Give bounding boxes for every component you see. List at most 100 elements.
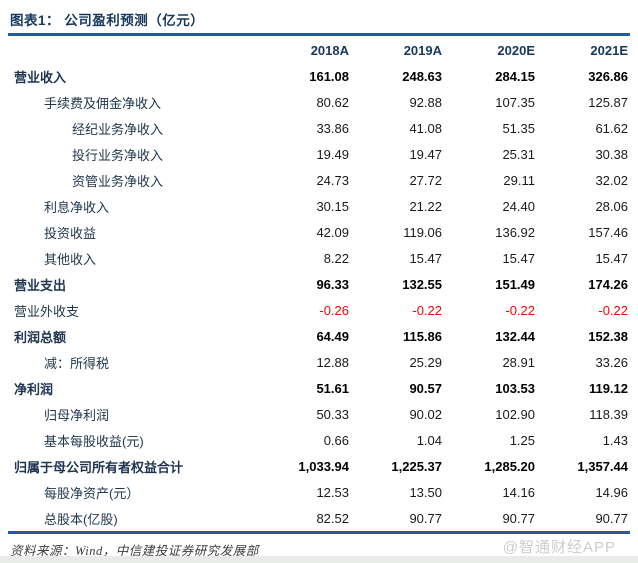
row-label: 每股净资产(元） [44,485,140,501]
table-row: 其他收入 8.22 15.47 15.47 15.47 [8,245,630,271]
row-label: 手续费及佣金净收入 [44,95,162,111]
table-row: 营业支出 96.33 132.55 151.49 174.26 [8,271,630,297]
row-label: 投资收益 [44,225,97,241]
cell-value: 30.15 [316,198,349,214]
table-row: 减：所得税 12.88 25.29 28.91 33.26 [8,349,630,375]
figure-title: 图表1： 公司盈利预测（亿元） [10,13,205,28]
table-row: 基本每股收益(元) 0.66 1.04 1.25 1.43 [8,427,630,453]
cell-value: 119.06 [403,224,442,240]
cell-value: 1.04 [416,432,442,448]
table-row: 净利润 51.61 90.57 103.53 119.12 [8,375,630,401]
cell-value: 41.08 [409,120,442,136]
cell-value: 33.86 [316,120,349,136]
cell-value: 174.26 [588,276,628,292]
cell-value: 19.49 [316,146,349,162]
cell-value: 284.15 [495,68,535,84]
cell-value: 14.96 [595,484,628,500]
table-row: 归属于母公司所有者权益合计 1,033.94 1,225.37 1,285.20 1,3… [8,453,630,479]
row-label: 资管业务净收入 [72,173,164,189]
cell-value: 15.47 [502,250,535,266]
forecast-table: 2018A 2019A 2020E 2021E 营业收入 161.08 248.63… [8,37,630,531]
cell-value: 13.50 [409,484,442,500]
row-label: 营业支出 [14,277,67,293]
row-label: 利润总额 [14,329,67,345]
cell-value: 132.44 [495,328,535,344]
cell-value: 248.63 [402,68,442,84]
cell-value: 107.35 [495,94,535,110]
cell-value: 29.11 [503,172,535,188]
table-row: 营业外收支 -0.26 -0.22 -0.22 -0.22 [8,297,630,323]
cell-value: 102.90 [495,406,535,422]
header-empty-cell [8,37,258,63]
cell-value: 80.62 [316,94,349,110]
cell-value: 161.08 [309,68,349,84]
cell-value: 152.38 [588,328,628,344]
cell-value: -0.22 [505,302,535,318]
table-header-row: 2018A 2019A 2020E 2021E [8,37,630,63]
cell-value: 119.12 [588,380,628,396]
column-header-2021e: 2021E [590,42,628,58]
figure-footer: 资料来源：Wind，中信建投证券研究发展部 @智通财经APP [8,534,630,560]
row-label: 归属于母公司所有者权益合计 [14,459,184,475]
cell-value: 1,033.94 [298,458,349,474]
table-row: 营业收入 161.08 248.63 284.15 326.86 [8,63,630,89]
row-label: 其他收入 [44,251,97,267]
column-header-2020e: 2020E [497,42,535,58]
row-label: 净利润 [14,381,54,397]
page-bottom-strip [0,556,638,563]
cell-value: 12.88 [316,354,349,370]
cell-value: 64.49 [316,328,349,344]
cell-value: 42.09 [316,224,349,240]
watermark-text: @智通财经APP [502,539,616,556]
cell-value: 1,285.20 [484,458,535,474]
table-row: 归母净利润 50.33 90.02 102.90 118.39 [8,401,630,427]
top-divider-line [8,33,630,36]
cell-value: 103.53 [495,380,535,396]
cell-value: 12.53 [316,484,349,500]
table-row: 利息净收入 30.15 21.22 24.40 28.06 [8,193,630,219]
cell-value: 90.77 [595,510,628,526]
table-row: 经纪业务净收入 33.86 41.08 51.35 61.62 [8,115,630,141]
cell-value: 115.86 [402,328,442,344]
cell-value: 15.47 [595,250,628,266]
cell-value: 1,357.44 [577,458,628,474]
cell-value: 14.16 [502,484,535,500]
cell-value: 90.57 [409,380,442,396]
cell-value: 24.73 [316,172,349,188]
cell-value: 157.46 [588,224,628,240]
table-row: 手续费及佣金净收入 80.62 92.88 107.35 125.87 [8,89,630,115]
row-label: 基本每股收益(元) [44,433,144,449]
cell-value: 92.88 [409,94,442,110]
cell-value: 1.25 [509,432,535,448]
cell-value: 125.87 [588,94,628,110]
table-row: 投资收益 42.09 119.06 136.92 157.46 [8,219,630,245]
cell-value: 61.62 [595,120,628,136]
table-row: 总股本(亿股) 82.52 90.77 90.77 90.77 [8,505,630,531]
cell-value: 51.61 [316,380,349,396]
cell-value: 25.31 [502,146,535,162]
row-label: 总股本(亿股) [44,511,118,527]
cell-value: 96.33 [316,276,349,292]
cell-value: 151.49 [495,276,535,292]
column-header-2019a: 2019A [403,42,442,58]
cell-value: 50.33 [316,406,349,422]
cell-value: 118.39 [589,406,628,422]
cell-value: 136.92 [495,224,535,240]
table-body: 营业收入 161.08 248.63 284.15 326.86 手续费及佣金净收入 80.… [8,63,630,531]
bottom-divider-line [8,531,630,534]
row-label: 减：所得税 [44,355,110,371]
row-label: 营业收入 [14,69,67,85]
cell-value: 8.22 [323,250,349,266]
cell-value: -0.22 [412,302,442,318]
cell-value: 1.43 [602,432,628,448]
cell-value: 0.66 [323,432,349,448]
cell-value: 28.06 [595,198,628,214]
cell-value: 25.29 [409,354,442,370]
cell-value: -0.26 [319,302,349,318]
cell-value: 326.86 [588,68,628,84]
cell-value: 90.02 [409,406,442,422]
column-header-2018a: 2018A [310,42,349,58]
table-row: 投行业务净收入 19.49 19.47 25.31 30.38 [8,141,630,167]
cell-value: 24.40 [502,198,535,214]
